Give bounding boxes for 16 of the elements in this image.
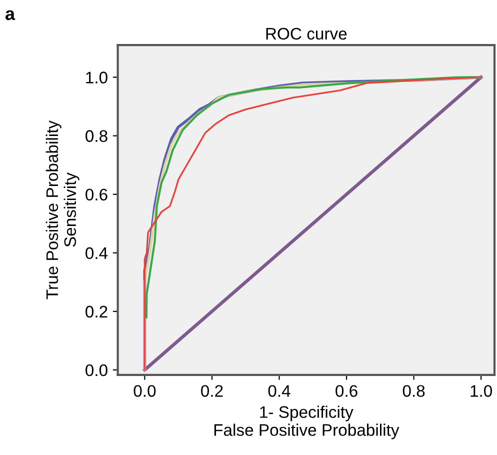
x-axis-title: 1- Specificity False Positive Probability xyxy=(214,406,400,440)
y-tick-label: 0.0 xyxy=(86,364,108,376)
chart-title: ROC curve xyxy=(266,28,347,40)
x-tick-label: 0.6 xyxy=(336,385,358,397)
y-tick-label: 1.0 xyxy=(86,72,108,84)
text: a xyxy=(6,10,16,20)
x-tick-label: 1.0 xyxy=(470,385,492,397)
x-tick-label: 0.2 xyxy=(201,385,223,397)
y-tick-label: 0.6 xyxy=(86,188,108,201)
y-tick-label: 0.2 xyxy=(86,306,108,318)
x-tick-label: 0.0 xyxy=(134,385,156,397)
y-axis-title: True Positive Probability Sensitivity xyxy=(46,120,80,300)
x-tick-label: 0.8 xyxy=(402,385,425,397)
x-tick-label: 0.4 xyxy=(268,385,290,397)
y-tick-label: 0.8 xyxy=(86,130,108,142)
y-tick-label: 0.4 xyxy=(86,247,108,260)
